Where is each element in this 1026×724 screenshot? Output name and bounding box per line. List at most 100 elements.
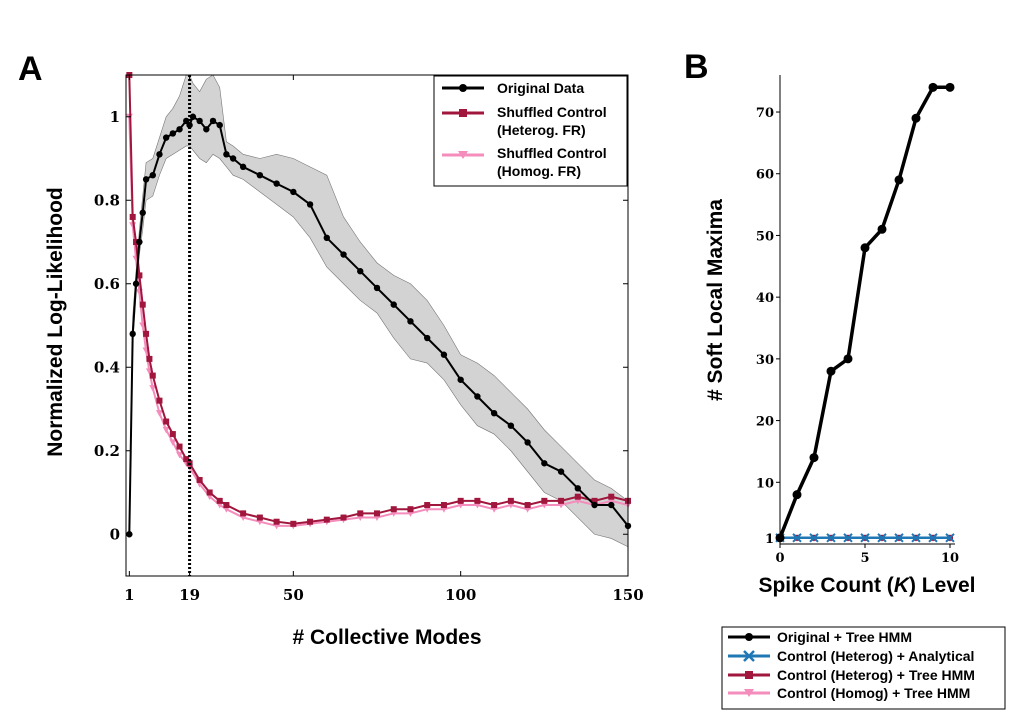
point-heterog — [424, 502, 431, 509]
point-heterog — [183, 456, 190, 463]
x-tick-label: 100 — [445, 586, 476, 604]
legend-b-label-homog: Control (Homog) + Tree HMM — [777, 685, 970, 701]
b-y-tick-label: 1 — [765, 532, 774, 547]
point-original — [541, 460, 548, 467]
panel-b-xlabel-italic: K — [894, 574, 911, 597]
panel-b-legend-box — [721, 626, 1006, 710]
point-heterog — [133, 239, 140, 245]
legend-label-original: Original Data — [497, 80, 584, 96]
point-heterog — [290, 520, 297, 527]
b-point-analytical — [894, 533, 904, 543]
panel-b-x-ticks: 0 5 10 — [775, 544, 959, 566]
panel-b-chart: 0 5 10 1 10 20 30 40 50 60 70 Spike Count (K) Lev… — [704, 75, 1006, 710]
point-original — [223, 151, 230, 158]
b-point-original — [928, 82, 938, 92]
point-original — [557, 468, 565, 475]
b-point-original — [894, 175, 904, 185]
point-homog — [169, 439, 177, 446]
point-heterog — [407, 506, 414, 513]
point-heterog — [457, 497, 464, 504]
b-point-analytical — [792, 533, 802, 543]
point-homog — [155, 410, 163, 417]
b-y-tick-label: 30 — [756, 353, 774, 368]
point-heterog — [136, 272, 143, 279]
b-point-analytical — [809, 533, 819, 543]
b-point-original — [860, 243, 870, 253]
legend-label-heterog-line1: Shuffled Control — [497, 104, 607, 120]
b-x-tick-label: 10 — [941, 551, 959, 566]
y-tick-label: 0.2 — [94, 442, 120, 460]
legend-b-label-original: Original + Tree HMM — [777, 629, 912, 645]
point-heterog — [608, 493, 615, 500]
point-heterog — [574, 493, 581, 500]
b-point-analytical — [826, 533, 836, 543]
point-original — [216, 121, 223, 129]
x-tick-label: 50 — [283, 586, 304, 604]
point-heterog — [524, 502, 531, 509]
point-original — [209, 117, 217, 125]
point-heterog — [149, 372, 156, 379]
legend-b-marker-original — [745, 633, 753, 641]
panel-a-series — [125, 72, 632, 538]
b-point-analytical — [860, 533, 870, 543]
point-original — [591, 501, 598, 509]
point-heterog — [323, 516, 330, 523]
b-y-tick-label: 40 — [756, 291, 774, 306]
b-x-tick-label: 5 — [860, 551, 869, 566]
point-heterog — [156, 397, 163, 404]
b-y-tick-label: 60 — [756, 168, 774, 183]
legend-b-label-heterog: Control (Heterog) + Tree HMM — [777, 667, 975, 683]
point-original — [390, 301, 397, 308]
b-point-original — [843, 354, 853, 364]
point-original — [457, 376, 464, 383]
b-point-original — [911, 113, 921, 123]
panel-a-letter: A — [18, 50, 43, 88]
point-original — [323, 234, 330, 242]
point-original — [507, 422, 515, 429]
b-point-analytical — [945, 533, 955, 543]
panel-a-legend-box — [433, 75, 628, 187]
point-original — [229, 155, 237, 162]
point-original — [357, 268, 364, 275]
legend-b-marker-homog — [744, 689, 754, 697]
point-original — [169, 130, 177, 137]
point-original — [474, 393, 481, 400]
point-original — [203, 126, 210, 133]
b-point-original — [809, 453, 819, 463]
b-y-tick-label: 20 — [756, 415, 774, 430]
legend-label-homog-line2: (Homog. FR) — [497, 163, 581, 179]
point-heterog — [273, 518, 280, 525]
b-point-original — [792, 490, 802, 500]
point-original — [306, 201, 314, 208]
point-heterog — [558, 497, 565, 504]
point-original — [139, 209, 146, 216]
point-original — [273, 180, 280, 187]
legend-label-heterog-line2: (Heterog. FR) — [497, 122, 586, 138]
point-original — [136, 238, 143, 246]
panel-b-xlabel-pre: Spike Count ( — [758, 574, 893, 597]
point-heterog — [143, 330, 150, 337]
b-point-analytical — [843, 533, 853, 543]
point-original — [239, 163, 247, 171]
panel-b-ylabel: # Soft Local Maxima — [704, 199, 727, 401]
point-original — [156, 151, 163, 158]
b-x-tick-label: 0 — [775, 551, 784, 566]
b-point-original — [877, 224, 887, 234]
panel-a-ylabel: Normalized Log-Likelihood — [44, 187, 67, 457]
point-heterog — [129, 213, 136, 220]
point-heterog — [216, 497, 223, 504]
y-tick-label: 1 — [110, 108, 120, 126]
point-original — [373, 284, 381, 292]
panel-b-y-ticks: 1 10 20 30 40 50 60 70 — [756, 106, 780, 547]
point-heterog — [474, 497, 481, 504]
b-point-original — [945, 82, 955, 92]
point-original — [129, 330, 136, 338]
panel-a-x-ticks: 1 19 50 100 150 — [124, 75, 644, 604]
point-original — [574, 485, 581, 492]
panel-b-xlabel-post: ) Level — [909, 574, 976, 597]
point-heterog — [340, 514, 347, 521]
legend-label-homog-line1: Shuffled Control — [497, 145, 607, 161]
point-original — [440, 351, 448, 358]
panel-a-chart: 1 19 50 100 150 0 0.2 0.4 0.6 0.8 1 # Collective … — [44, 72, 644, 649]
